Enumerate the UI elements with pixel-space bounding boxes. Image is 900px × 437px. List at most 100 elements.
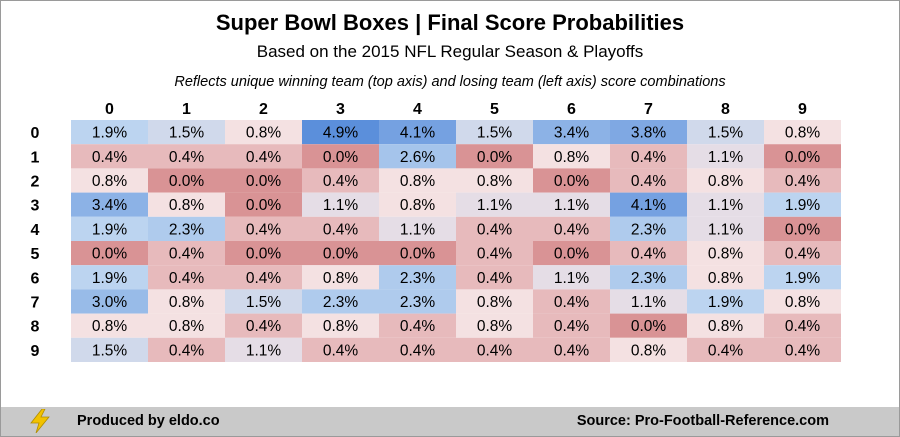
- heatmap-cell: [610, 120, 687, 145]
- cell-value-label: 0.8%: [708, 270, 744, 287]
- cell-value-label: 0.8%: [785, 125, 821, 142]
- footer-source: Source: Pro-Football-Reference.com: [576, 413, 829, 429]
- heatmap-cell: [764, 241, 841, 266]
- cell-value-label: 1.9%: [92, 125, 128, 142]
- cell-value-label: 0.0%: [246, 197, 282, 214]
- cell-value-label: 4.1%: [631, 197, 667, 214]
- footer-credit: Produced by eldo.co: [77, 413, 220, 429]
- x-axis-label: 4: [413, 101, 422, 118]
- cell-value-label: 0.8%: [169, 294, 205, 311]
- heatmap-cell: [148, 265, 225, 290]
- y-axis-label: 2: [31, 174, 40, 191]
- heatmap-cell: [764, 289, 841, 314]
- heatmap-cell: [379, 168, 456, 193]
- cell-value-label: 0.4%: [323, 221, 359, 238]
- heatmap-cell: [225, 265, 302, 290]
- heatmap-cell: [225, 337, 302, 362]
- cell-value-label: 0.4%: [785, 246, 821, 263]
- cell-value-label: 0.8%: [400, 173, 436, 190]
- cell-value-label: 0.4%: [708, 342, 744, 359]
- cell-value-label: 1.1%: [554, 270, 590, 287]
- cell-value-label: 0.4%: [477, 270, 513, 287]
- heatmap-cell: [302, 144, 379, 169]
- x-axis-label: 3: [336, 101, 345, 118]
- x-axis-label: 5: [490, 101, 499, 118]
- cell-value-label: 1.1%: [323, 197, 359, 214]
- cell-value-label: 1.1%: [400, 221, 436, 238]
- heatmap-cell: [71, 216, 148, 241]
- cell-value-label: 1.1%: [631, 294, 667, 311]
- x-axis-label: 7: [644, 101, 653, 118]
- cell-value-label: 0.4%: [246, 149, 282, 166]
- cell-value-label: 0.8%: [708, 246, 744, 263]
- heatmap-cell: [148, 192, 225, 217]
- cell-value-label: 0.4%: [246, 221, 282, 238]
- cell-value-label: 0.4%: [477, 221, 513, 238]
- chart-subtitle: Based on the 2015 NFL Regular Season & P…: [256, 42, 644, 61]
- cell-value-label: 0.8%: [477, 294, 513, 311]
- cell-value-label: 0.8%: [169, 318, 205, 335]
- heatmap-cell: [148, 337, 225, 362]
- y-axis-label: 0: [31, 125, 40, 142]
- cell-value-label: 0.4%: [169, 342, 205, 359]
- heatmap-cell: [764, 120, 841, 145]
- heatmap-cell: [533, 216, 610, 241]
- heatmap-cell: [456, 168, 533, 193]
- cell-value-label: 0.4%: [323, 173, 359, 190]
- heatmap-cell: [71, 337, 148, 362]
- cell-value-label: 0.8%: [92, 318, 128, 335]
- heatmap-cell: [148, 144, 225, 169]
- heatmap-cell: [225, 120, 302, 145]
- cell-value-label: 1.5%: [246, 294, 282, 311]
- cell-value-label: 2.6%: [400, 149, 436, 166]
- cell-value-label: 0.0%: [246, 246, 282, 263]
- cell-value-label: 0.8%: [169, 197, 205, 214]
- cell-value-label: 1.1%: [708, 149, 744, 166]
- cell-value-label: 3.4%: [554, 125, 590, 142]
- heatmap-cell: [302, 289, 379, 314]
- heatmap-cell: [71, 241, 148, 266]
- heatmap-cell: [71, 192, 148, 217]
- heatmap-cell: [533, 120, 610, 145]
- cell-value-label: 2.3%: [631, 221, 667, 238]
- heatmap-cell: [687, 144, 764, 169]
- y-axis-label: 9: [31, 343, 40, 360]
- heatmap-cell: [225, 216, 302, 241]
- heatmap-cell: [687, 216, 764, 241]
- cell-value-label: 2.3%: [169, 221, 205, 238]
- heatmap-cell: [379, 337, 456, 362]
- heatmap-cell: [379, 144, 456, 169]
- cell-value-label: 1.9%: [92, 270, 128, 287]
- heatmap-cell: [533, 265, 610, 290]
- cell-value-label: 0.0%: [400, 246, 436, 263]
- cell-value-label: 0.4%: [785, 173, 821, 190]
- cell-value-label: 0.4%: [246, 318, 282, 335]
- heatmap-cell: [456, 120, 533, 145]
- cell-value-label: 0.4%: [477, 342, 513, 359]
- heatmap-cell: [456, 144, 533, 169]
- heatmap-cell: [302, 192, 379, 217]
- heatmap-cell: [302, 216, 379, 241]
- cell-value-label: 0.0%: [554, 246, 590, 263]
- heatmap-cell: [71, 265, 148, 290]
- cell-value-label: 1.9%: [92, 221, 128, 238]
- cell-value-label: 0.4%: [169, 270, 205, 287]
- cell-value-label: 0.8%: [631, 342, 667, 359]
- cell-value-label: 0.4%: [631, 173, 667, 190]
- cell-value-label: 0.8%: [92, 173, 128, 190]
- cell-value-label: 1.1%: [708, 197, 744, 214]
- heatmap-cell: [687, 168, 764, 193]
- cell-value-label: 0.8%: [785, 294, 821, 311]
- cell-value-label: 0.4%: [631, 246, 667, 263]
- cell-value-label: 3.0%: [92, 294, 128, 311]
- heatmap-cell: [610, 168, 687, 193]
- heatmap-cell: [610, 192, 687, 217]
- cell-value-label: 0.4%: [169, 246, 205, 263]
- cell-value-label: 1.5%: [477, 125, 513, 142]
- chart-note: Reflects unique winning team (top axis) …: [174, 74, 726, 90]
- heatmap-cell: [148, 289, 225, 314]
- heatmap-cell: [302, 337, 379, 362]
- heatmap-cell: [456, 289, 533, 314]
- x-axis-label: 1: [182, 101, 191, 118]
- y-axis-label: 4: [31, 222, 40, 239]
